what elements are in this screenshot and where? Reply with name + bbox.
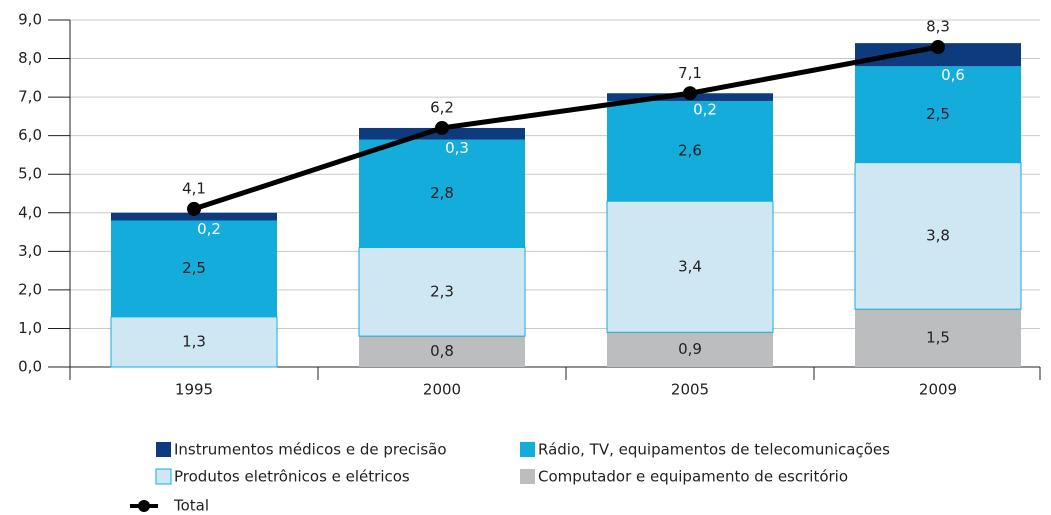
x-tick-label: 2000 bbox=[423, 381, 461, 399]
legend-marker bbox=[138, 500, 150, 512]
total-label: 8,3 bbox=[926, 17, 950, 35]
data-label: 1,5 bbox=[926, 329, 950, 347]
legend-label: Rádio, TV, equipamentos de telecomunicaç… bbox=[538, 441, 890, 459]
bar-segment bbox=[606, 200, 774, 333]
data-label: 3,8 bbox=[926, 226, 950, 244]
y-tick-label: 2,0 bbox=[18, 280, 42, 298]
legend-label: Computador e equipamento de escritório bbox=[538, 468, 848, 486]
total-marker bbox=[435, 120, 449, 135]
y-tick-label: 4,0 bbox=[18, 203, 42, 221]
bar-segment bbox=[111, 212, 277, 221]
legend-label: Total bbox=[173, 497, 209, 515]
total-label: 7,1 bbox=[678, 64, 702, 82]
data-label: 0,6 bbox=[941, 66, 965, 84]
bar-segment bbox=[607, 332, 773, 367]
x-tick-label: 2005 bbox=[671, 381, 709, 399]
total-line bbox=[193, 44, 939, 212]
legend-label: Produtos eletrônicos e elétricos bbox=[174, 468, 410, 486]
y-tick-label: 9,0 bbox=[18, 11, 42, 29]
bar-segment bbox=[358, 246, 526, 337]
total-label: 6,2 bbox=[430, 98, 454, 116]
total-label: 4,1 bbox=[182, 179, 206, 197]
total-marker bbox=[931, 39, 945, 54]
bar-segment bbox=[855, 309, 1021, 367]
legend-swatch bbox=[155, 468, 172, 485]
y-tick-label: 5,0 bbox=[18, 165, 42, 183]
legend-swatch bbox=[520, 442, 535, 457]
bar-segment bbox=[359, 139, 525, 248]
y-tick-label: 8,0 bbox=[18, 49, 42, 67]
data-label: 1,3 bbox=[182, 332, 206, 350]
y-tick-label: 3,0 bbox=[18, 242, 42, 260]
legend-label: Instrumentos médicos e de precisão bbox=[174, 441, 447, 459]
x-tick-label: 1995 bbox=[175, 381, 213, 399]
legend-swatch bbox=[156, 442, 171, 457]
data-label: 2,6 bbox=[678, 142, 702, 160]
data-label: 3,4 bbox=[678, 257, 702, 275]
y-tick-label: 7,0 bbox=[18, 88, 42, 106]
bar-segment bbox=[854, 162, 1022, 310]
data-label: 0,3 bbox=[445, 139, 469, 157]
total-marker bbox=[187, 201, 201, 216]
y-tick-label: 0,0 bbox=[18, 358, 42, 376]
data-label: 0,2 bbox=[197, 220, 221, 238]
bar-segment bbox=[855, 66, 1021, 163]
data-label: 2,3 bbox=[430, 282, 454, 300]
y-tick-label: 6,0 bbox=[18, 126, 42, 144]
bar-segment bbox=[111, 220, 277, 317]
y-tick-label: 1,0 bbox=[18, 319, 42, 337]
data-label: 0,2 bbox=[693, 100, 717, 118]
bar-segment bbox=[359, 336, 525, 367]
bar-segment bbox=[607, 100, 773, 202]
bar-segment bbox=[110, 316, 278, 368]
x-tick-label: 2009 bbox=[919, 381, 957, 399]
data-label: 2,5 bbox=[182, 259, 206, 277]
legend-swatch bbox=[520, 469, 535, 484]
total-marker bbox=[683, 86, 697, 101]
bar-segment bbox=[855, 43, 1021, 67]
data-label: 0,9 bbox=[678, 340, 702, 358]
data-label: 2,8 bbox=[430, 184, 454, 202]
data-label: 2,5 bbox=[926, 105, 950, 123]
data-label: 0,8 bbox=[430, 342, 454, 360]
